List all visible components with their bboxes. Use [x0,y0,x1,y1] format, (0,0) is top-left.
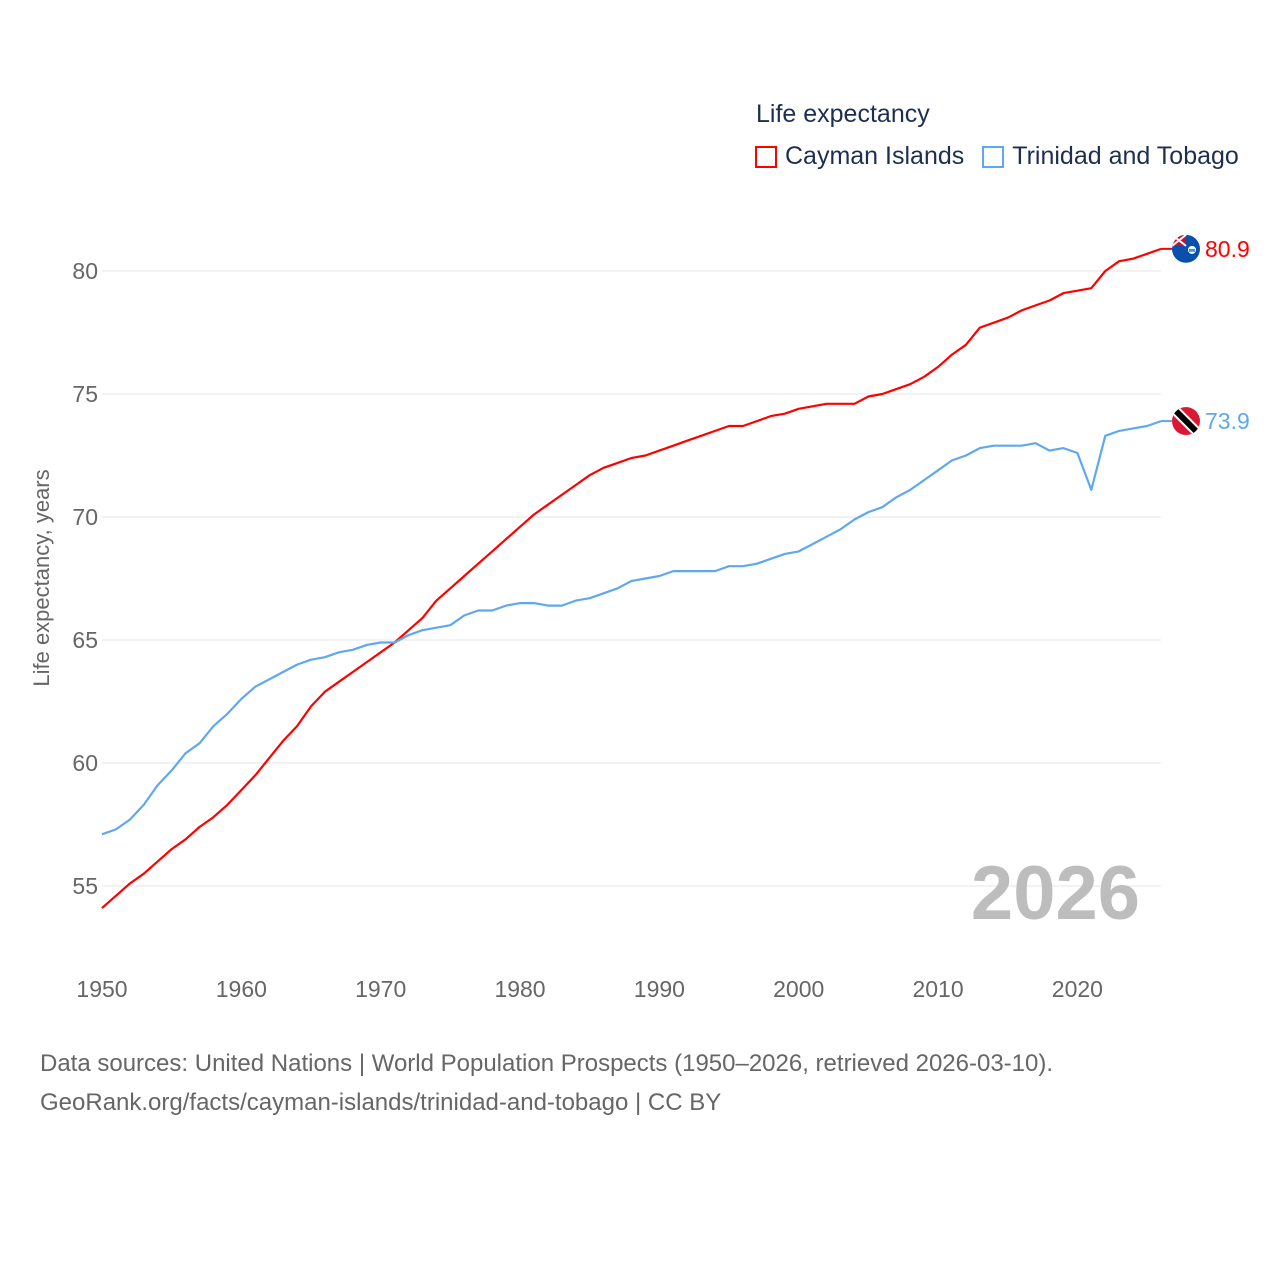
y-tick-label: 60 [72,750,98,776]
legend-swatch [982,145,1005,168]
y-tick-label: 75 [72,381,98,407]
legend-label: Cayman Islands [785,142,965,170]
x-tick-label: 2020 [1052,976,1103,1002]
x-tick-label: 2010 [912,976,963,1002]
legend-item-trinidad-and-tobago[interactable]: Trinidad and Tobago [982,142,1239,171]
y-tick-label: 65 [72,627,98,653]
end-value-label: 73.9 [1205,408,1250,434]
trinidad-and-tobago-flag-icon [1172,407,1200,436]
x-tick-label: 1970 [355,976,406,1002]
y-tick-label: 55 [72,873,98,899]
series-line-cayman-islands [101,247,1162,909]
x-tick-label: 1950 [76,976,127,1002]
y-tick-label: 80 [72,258,98,284]
legend: Cayman Islands Trinidad and Tobago [755,142,1257,171]
legend-title: Life expectancy [756,100,930,128]
end-value-label: 80.9 [1205,236,1250,262]
legend-label: Trinidad and Tobago [1012,142,1239,170]
x-tick-label: 1960 [216,976,267,1002]
legend-item-cayman-islands[interactable]: Cayman Islands [755,142,964,171]
source-line-2[interactable]: GeoRank.org/facts/cayman-islands/trinida… [40,1089,722,1116]
source-line-1: Data sources: United Nations | World Pop… [40,1050,1054,1077]
legend-swatch [755,145,777,168]
current-year-label: 2026 [970,851,1140,936]
x-tick-label: 2000 [773,976,824,1002]
y-tick-label: 70 [72,504,98,530]
x-tick-label: 1990 [634,976,685,1002]
source-note: Data sources: United Nations | World Pop… [40,1044,1053,1122]
series-line-trinidad-and-tobago [101,420,1162,836]
cayman-islands-flag-icon [1172,234,1200,263]
x-tick-label: 1980 [494,976,545,1002]
